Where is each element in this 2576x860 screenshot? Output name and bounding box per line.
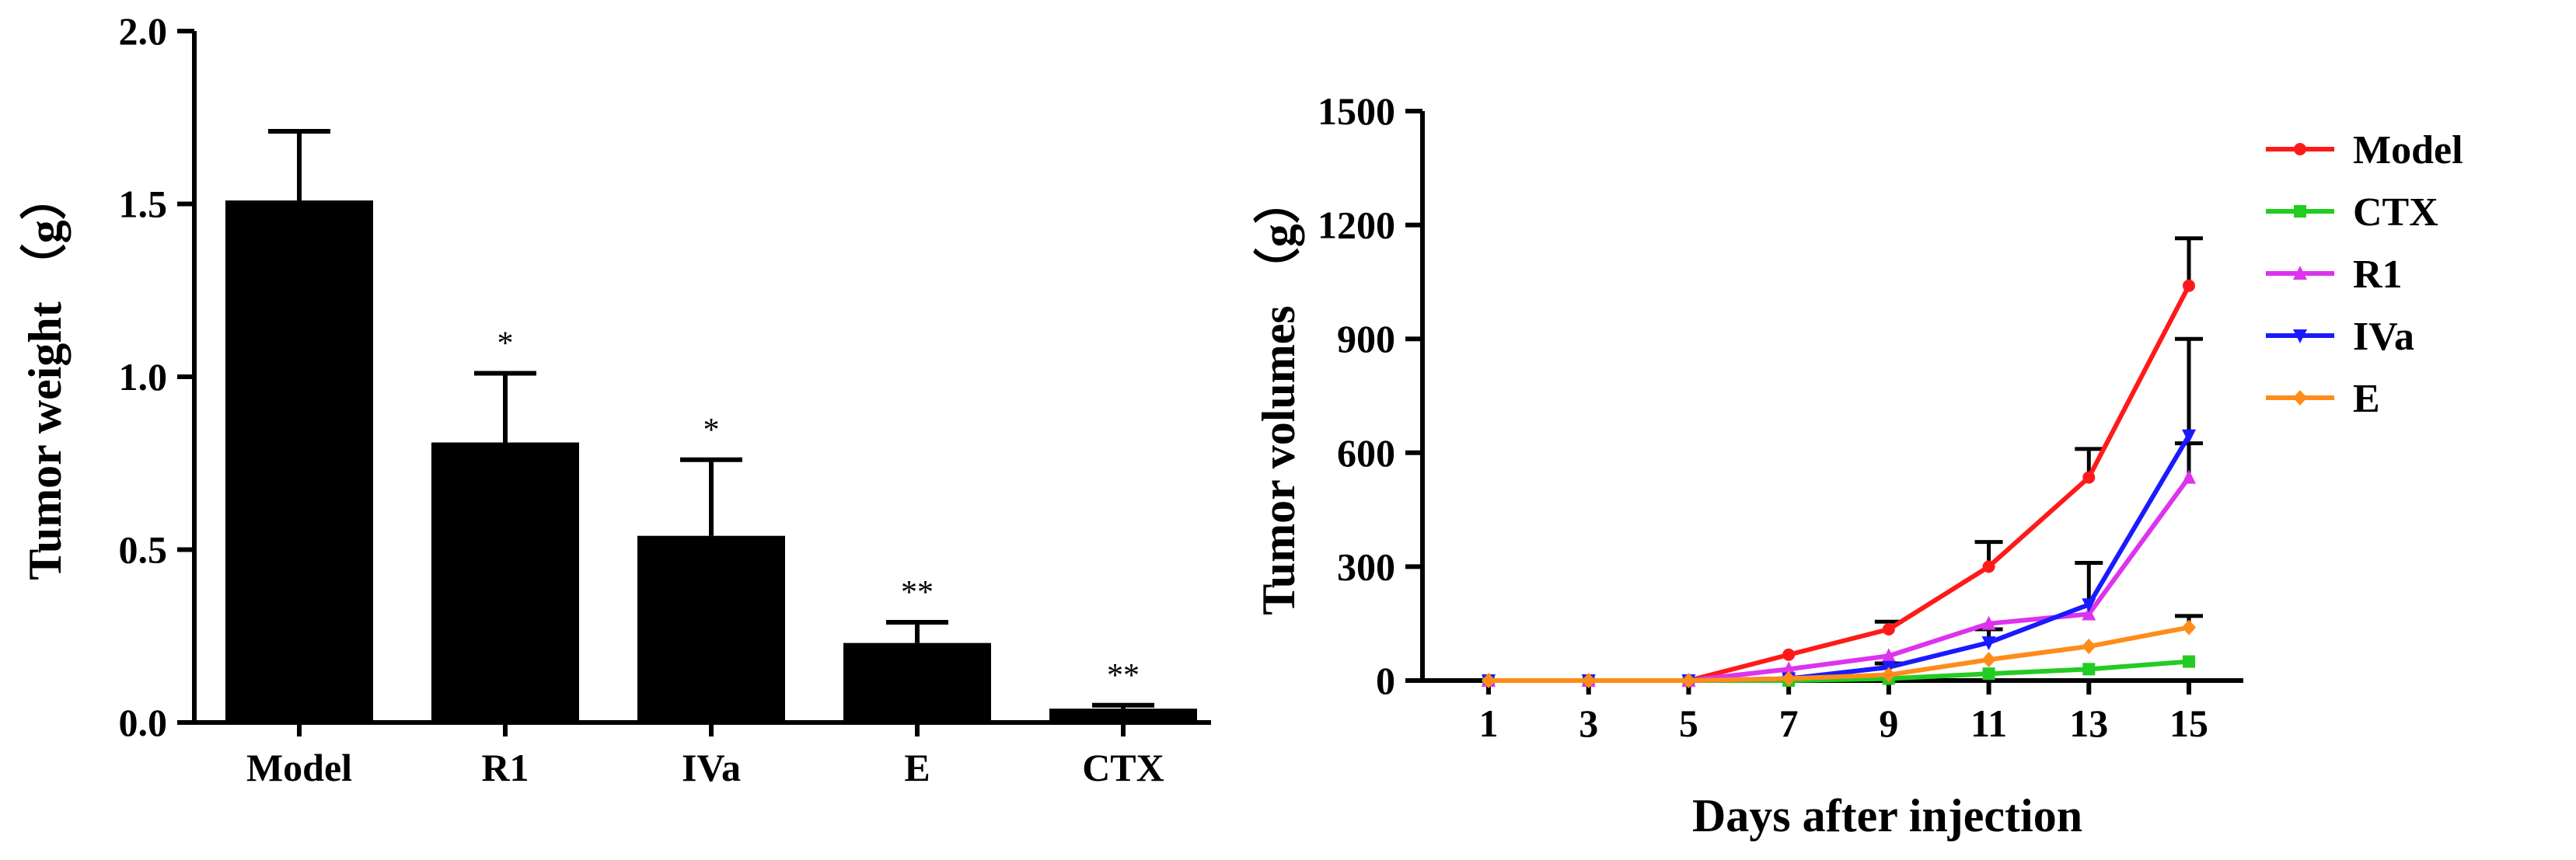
significance-marker: ** [901, 575, 934, 611]
e-point [2082, 639, 2096, 655]
model-point [2082, 471, 2096, 484]
e-point [1681, 673, 1696, 688]
model-point [2183, 279, 2195, 292]
line-x-tick-label: 13 [2069, 702, 2108, 745]
legend-marker-iva [2293, 329, 2307, 343]
line-x-tick-label: 1 [1479, 702, 1499, 745]
line-y-tick-label: 0 [1376, 659, 1395, 702]
bar-chart-x-ticks: Model R1 IVa E CTX [246, 722, 1164, 789]
iva-point [2182, 429, 2196, 444]
e-point [1482, 673, 1496, 688]
line-chart-y-axis-title: Tumor volumes （g） [1252, 177, 1304, 615]
bar-x-tick-label: R1 [481, 746, 529, 789]
legend-marker-ctx [2294, 205, 2306, 218]
line-chart-series [1482, 279, 2196, 688]
line-x-tick-label: 11 [1970, 702, 2007, 745]
legend-marker-r1 [2293, 266, 2307, 280]
line-x-tick-label: 5 [1679, 702, 1698, 745]
legend-label-ctx: CTX [2353, 190, 2438, 235]
r1-point [2182, 469, 2196, 484]
bar-chart-y-axis-title: Tumor weight （g） [19, 173, 71, 580]
e-point [1581, 673, 1596, 688]
line-y-tick-label: 1500 [1318, 89, 1395, 133]
bar-x-tick-label: E [904, 746, 930, 789]
bar-x-tick-label: IVa [682, 746, 741, 789]
model-point [1982, 560, 1995, 573]
significance-marker: * [703, 413, 720, 448]
bar-y-tick-label: 1.0 [119, 355, 168, 399]
line-y-tick-label: 900 [1337, 317, 1395, 360]
iva-point [1981, 636, 1996, 651]
bar-chart-bars [225, 200, 1197, 722]
line-x-tick-label: 7 [1779, 702, 1799, 745]
line-x-tick-label: 15 [2169, 702, 2208, 745]
model-point [1782, 648, 1796, 661]
r1-series-line [1489, 475, 2191, 683]
line-chart-x-ticks: 1 3 5 7 9 11 13 15 [1479, 681, 2208, 745]
e-point [2182, 619, 2196, 635]
bar [637, 535, 785, 722]
line-y-tick-label: 600 [1337, 431, 1395, 475]
ctx-point [2082, 663, 2096, 676]
bar [225, 200, 373, 722]
r1-point [1782, 661, 1796, 676]
bar-x-tick-label: CTX [1082, 746, 1164, 789]
e-point [1981, 652, 1996, 668]
ctx-point [1982, 667, 1995, 681]
ctx-point [2183, 655, 2195, 668]
line-y-tick-label: 1200 [1318, 204, 1395, 247]
bar-chart-significance: ****** [497, 326, 1140, 694]
e-point [1881, 667, 1896, 683]
line-chart-error-bars [1874, 236, 2203, 667]
bar-y-tick-label: 0.0 [119, 701, 168, 744]
legend-label-e: E [2353, 377, 2380, 421]
r1-point [2082, 606, 2096, 621]
legend-marker-model [2294, 143, 2306, 155]
bar [843, 642, 991, 722]
bar-chart-y-ticks: 0.0 0.5 1.0 1.5 2.0 [119, 9, 194, 744]
line-x-tick-label: 3 [1579, 702, 1598, 745]
bar-chart: 0.00.51.01.52.0 Model R1 IVa E CTX ****** Tu… [19, 9, 1211, 789]
line-y-tick-label: 300 [1337, 545, 1395, 588]
line-chart-legend: Model CTX R1 IVa E [2266, 128, 2463, 421]
legend-label-model: Model [2353, 128, 2463, 172]
bar-x-tick-label: Model [246, 746, 352, 789]
legend-label-iva: IVa [2353, 315, 2414, 359]
r1-point [1981, 615, 1996, 630]
significance-marker: ** [1107, 658, 1140, 694]
model-point [1882, 623, 1895, 636]
e-series-line [1489, 625, 2190, 683]
bar [431, 442, 579, 722]
bar-chart-error-bars [268, 129, 1154, 709]
line-chart-x-axis-title: Days after injection [1692, 790, 2082, 841]
significance-marker: * [497, 326, 514, 362]
line-x-tick-label: 9 [1879, 702, 1898, 745]
model-series-line [1489, 284, 2191, 683]
line-chart-y-ticks: 0 300 600 900 1200 1500 [1318, 89, 1422, 702]
bar-y-tick-label: 1.5 [119, 183, 168, 226]
e-point [1782, 670, 1796, 687]
iva-point [2082, 598, 2096, 613]
r1-point [1881, 648, 1896, 663]
bar-y-tick-label: 2.0 [119, 9, 168, 53]
bar [1049, 709, 1197, 722]
legend-label-r1: R1 [2353, 252, 2403, 297]
legend-marker-e [2293, 390, 2307, 406]
bar-y-tick-label: 0.5 [119, 528, 168, 572]
